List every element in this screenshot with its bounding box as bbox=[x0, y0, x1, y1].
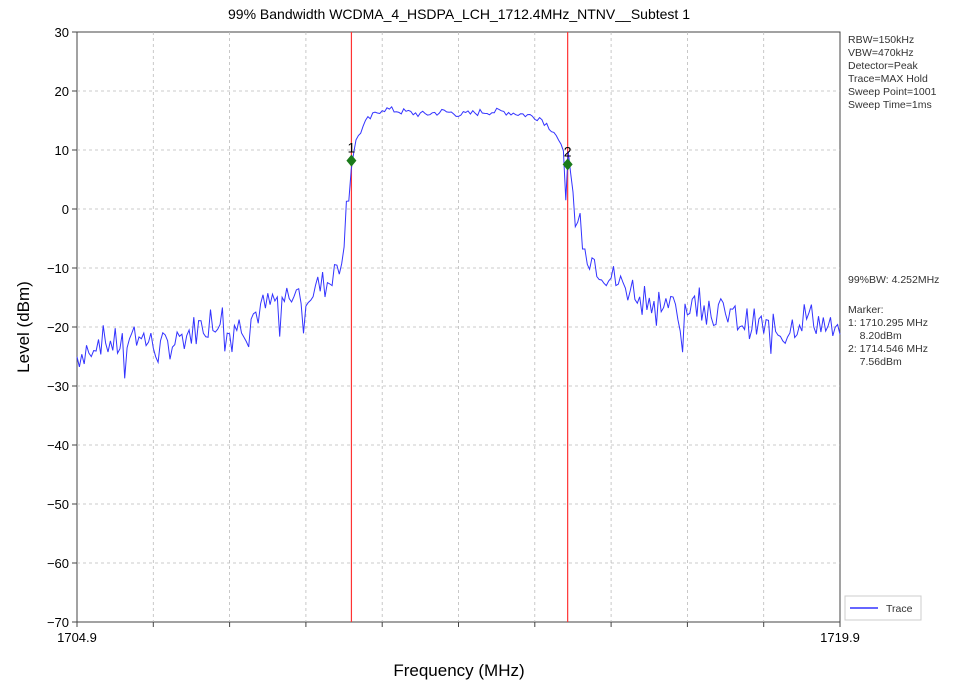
x-axis-ticks: 1704.9 1719.9 bbox=[57, 622, 860, 645]
legend-label: Trace bbox=[886, 603, 913, 615]
chart-title: 99% Bandwidth WCDMA_4_HSDPA_LCH_1712.4MH… bbox=[228, 6, 690, 22]
marker-readout-line: 8.20dBm bbox=[848, 330, 902, 342]
y-tick-label: −50 bbox=[47, 497, 69, 512]
bandwidth-readout: 99%BW: 4.252MHz bbox=[848, 274, 939, 286]
y-tick-label: −30 bbox=[47, 379, 69, 394]
marker-readout-line: 2: 1714.546 MHz bbox=[848, 343, 928, 355]
y-tick-label: 30 bbox=[55, 25, 69, 40]
x-tick-label: 1719.9 bbox=[820, 630, 860, 645]
y-tick-label: 10 bbox=[55, 143, 69, 158]
y-tick-label: −10 bbox=[47, 261, 69, 276]
marker-point bbox=[346, 154, 357, 167]
marker-readout-line: 7.56dBm bbox=[848, 356, 902, 368]
y-tick-label: 20 bbox=[55, 84, 69, 99]
y-tick-label: −70 bbox=[47, 615, 69, 630]
measurement-panel: 99%BW: 4.252MHz Marker: 1: 1710.295 MHz … bbox=[848, 274, 939, 368]
y-tick-label: −20 bbox=[47, 320, 69, 335]
marker-readout-line: 1: 1710.295 MHz bbox=[848, 317, 928, 329]
y-tick-label: −40 bbox=[47, 438, 69, 453]
marker-number: 1 bbox=[348, 140, 356, 156]
settings-line: Sweep Point=1001 bbox=[848, 86, 937, 98]
settings-line: Detector=Peak bbox=[848, 60, 918, 72]
settings-line: Trace=MAX Hold bbox=[848, 73, 928, 85]
y-axis-label: Level (dBm) bbox=[14, 281, 33, 373]
marker-number: 2 bbox=[564, 143, 572, 159]
y-tick-label: −60 bbox=[47, 556, 69, 571]
marker-point bbox=[562, 158, 573, 171]
x-tick-label: 1704.9 bbox=[57, 630, 97, 645]
settings-line: RBW=150kHz bbox=[848, 34, 914, 46]
settings-line: Sweep Time=1ms bbox=[848, 99, 932, 111]
y-axis-ticks: 30 20 10 0 −10 −20 −30 −40 −50 −60 −70 bbox=[47, 25, 77, 630]
legend: Trace bbox=[844, 595, 922, 621]
y-tick-label: 0 bbox=[62, 202, 69, 217]
settings-panel: RBW=150kHz VBW=470kHz Detector=Peak Trac… bbox=[848, 34, 937, 111]
trace-line bbox=[76, 105, 841, 379]
settings-line: VBW=470kHz bbox=[848, 47, 914, 59]
marker-lines bbox=[350, 32, 569, 622]
x-axis-label: Frequency (MHz) bbox=[393, 661, 524, 680]
grid-lines bbox=[77, 32, 840, 622]
marker-readout-line: Marker: bbox=[848, 304, 884, 316]
